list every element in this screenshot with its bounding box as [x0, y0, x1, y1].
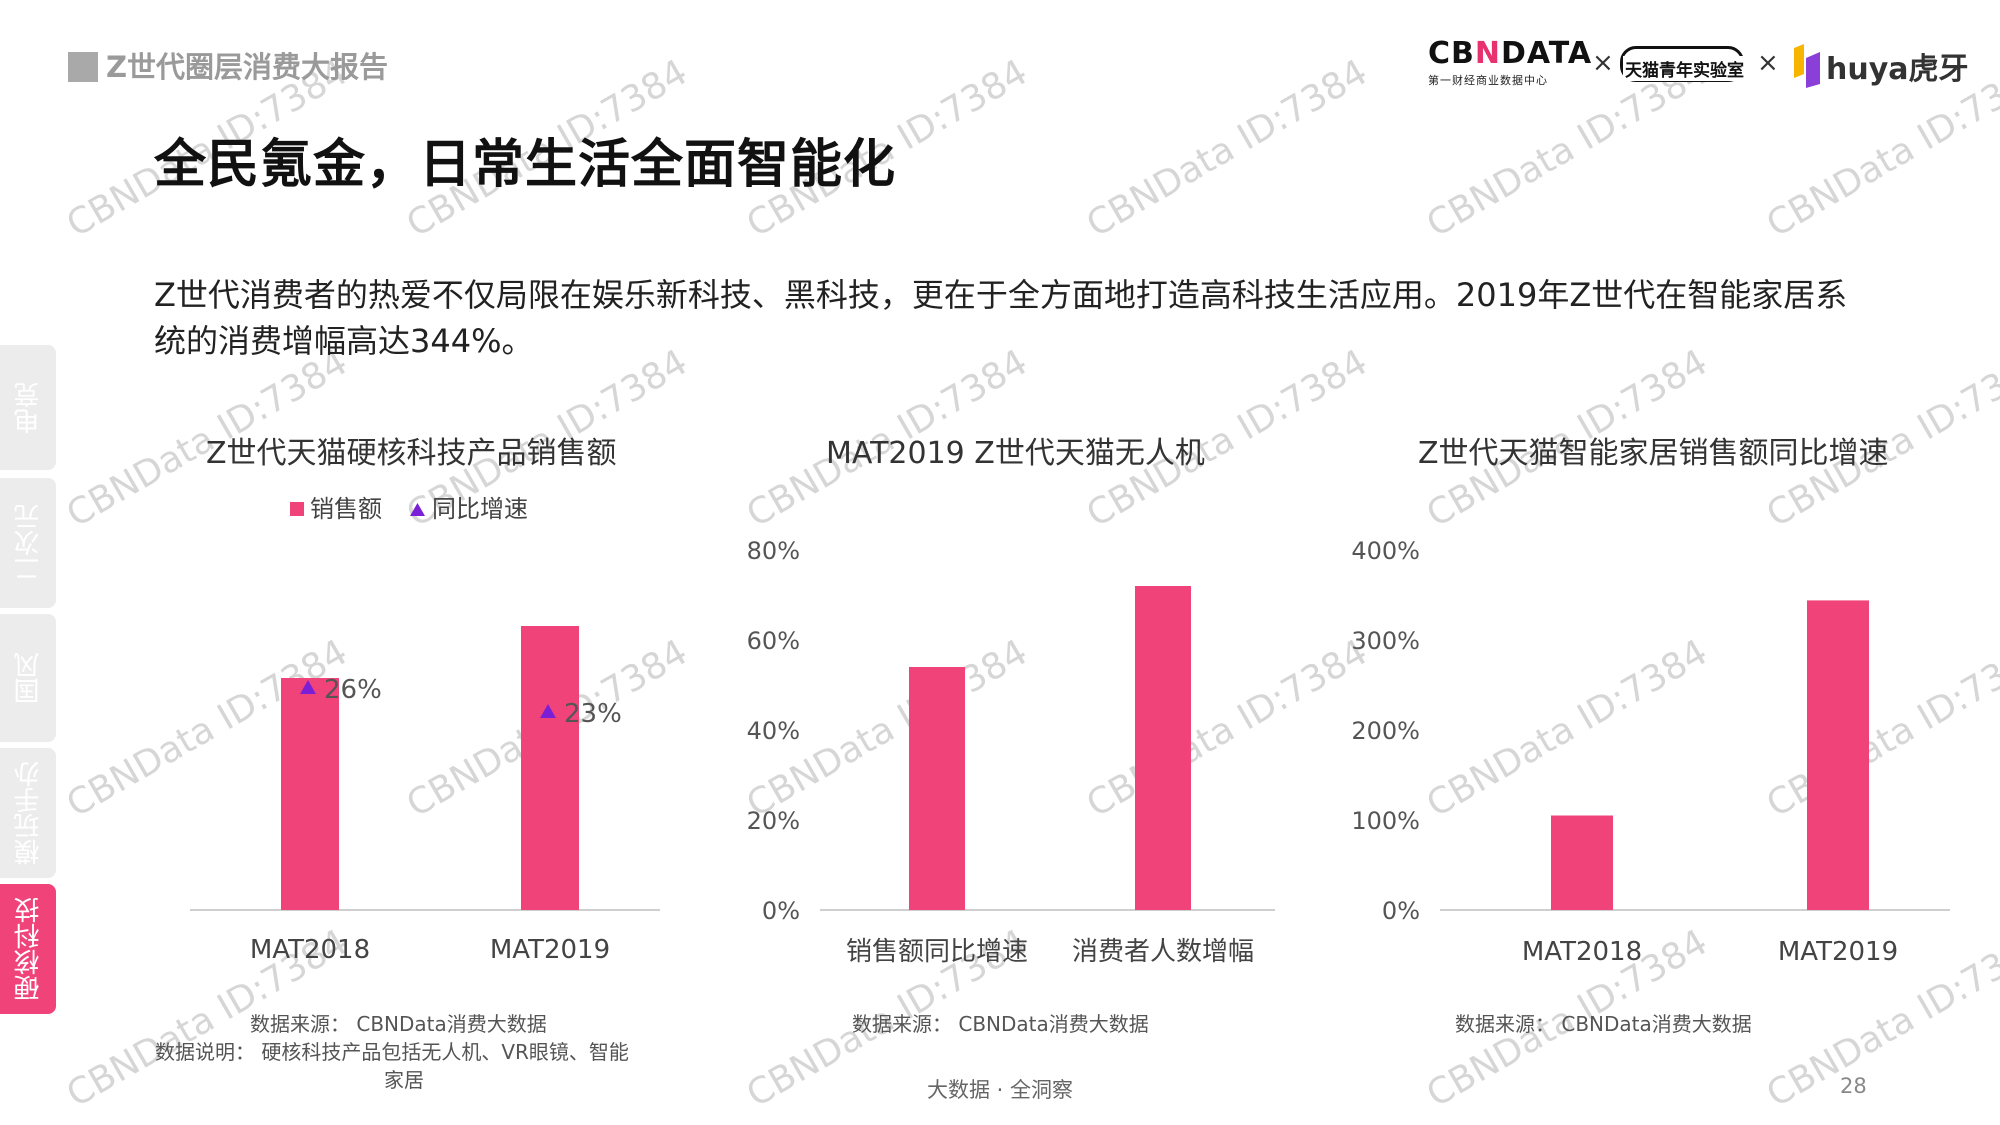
cbndata-logo-text: CBNDATA	[1428, 36, 1593, 71]
footer-tagline: 大数据 · 全洞察	[926, 1078, 1074, 1102]
chart3-title: Z世代天猫智能家居销售额同比增速	[1418, 436, 1889, 471]
huya-logo-text: huya虎牙	[1826, 52, 1969, 87]
side-tab-guofeng[interactable]: 国风	[0, 614, 56, 742]
chart2-y-tick-label: 60%	[747, 627, 800, 655]
huya-mark-icon	[1794, 44, 1820, 88]
chart2-bar	[909, 667, 965, 910]
chart2-y-tick-label: 40%	[747, 717, 800, 745]
watermark-text: CBNData ID:7384	[1080, 51, 1375, 246]
side-tab-hardcore-tech[interactable]: 硬核科技	[0, 884, 56, 1014]
cbndata-logo: CBNDATA 第一财经商业数据中心	[1428, 36, 1593, 88]
chart3-svg: 0% 100% 200% 300% 400% MAT2018 MAT2019	[1351, 537, 1950, 967]
tmall-lab-logo: 天猫青年实验室	[1620, 38, 1746, 90]
huya-logo: huya虎牙	[1792, 44, 1969, 92]
page-number: 28	[1840, 1074, 1867, 1098]
chart3-x-tick-label: MAT2018	[1522, 937, 1642, 967]
report-title: Z世代圈层消费大报告	[106, 50, 389, 84]
chart1-bar	[521, 626, 579, 910]
chart1-legend-swatch-sales	[290, 502, 304, 516]
chart2-source: 数据来源： CBNData消费大数据	[852, 1012, 1149, 1036]
chart2-svg: 0% 20% 40% 60% 80% 销售额同比增速 消费者人数增幅	[747, 537, 1275, 967]
chart1-growth-label: 23%	[564, 699, 622, 729]
cbndata-logo-subtitle: 第一财经商业数据中心	[1428, 74, 1548, 87]
description-text: Z世代消费者的热爱不仅局限在娱乐新科技、黑科技，更在于全方面地打造高科技生活应用…	[154, 276, 1848, 360]
chart2-x-tick-label: 消费者人数增幅	[1072, 937, 1254, 967]
chart3-y-tick-label: 300%	[1351, 627, 1420, 655]
chart1-growth-label: 26%	[324, 675, 382, 705]
chart2-y-tick-label: 20%	[747, 807, 800, 835]
chart2-x-tick-label: 销售额同比增速	[846, 937, 1028, 967]
chart3-x-tick-label: MAT2019	[1778, 937, 1898, 967]
chart3-y-tick-label: 400%	[1351, 537, 1420, 565]
chart1-legend-label-growth: 同比增速	[432, 495, 528, 523]
chart1-growth-marker	[300, 680, 316, 694]
side-tab-esports[interactable]: 电竞	[0, 345, 56, 470]
report-badge	[68, 52, 98, 82]
chart3-y-tick-label: 100%	[1351, 807, 1420, 835]
page-title: 全民氪金，日常生活全面智能化	[154, 135, 897, 195]
chart1-title: Z世代天猫硬核科技产品销售额	[206, 436, 617, 471]
times-icon: ×	[1757, 48, 1779, 78]
chart3-bar	[1807, 600, 1869, 910]
chart3-y-tick-label: 0%	[1382, 897, 1420, 925]
chart1-legend-marker-growth	[410, 503, 425, 516]
chart1-x-tick-label: MAT2018	[250, 935, 370, 965]
chart3-source: 数据来源： CBNData消费大数据	[1455, 1012, 1752, 1036]
chart3-bar	[1551, 815, 1613, 910]
chart1-x-tick-label: MAT2019	[490, 935, 610, 965]
chart3-y-tick-label: 200%	[1351, 717, 1420, 745]
side-tab-acg[interactable]: 二次元	[0, 478, 56, 608]
chart1-svg: 销售额 同比增速 26% 23% MAT2018 MAT2019	[190, 495, 660, 965]
chart1-source: 数据来源： CBNData消费大数据	[250, 1012, 547, 1036]
times-icon: ×	[1592, 48, 1614, 78]
chart1-note-cont: 家居	[384, 1068, 424, 1092]
chart2-title: MAT2019 Z世代天猫无人机	[826, 436, 1205, 471]
tmall-lab-logo-text: 天猫青年实验室	[1623, 56, 1746, 81]
chart1-legend-label-sales: 销售额	[310, 495, 382, 523]
chart2-y-tick-label: 80%	[747, 537, 800, 565]
chart2-bar	[1135, 586, 1191, 910]
side-tab-figures[interactable]: 模玩手办	[0, 748, 56, 878]
chart1-bar	[281, 678, 339, 910]
chart2-y-tick-label: 0%	[762, 897, 800, 925]
chart1-growth-marker	[540, 704, 556, 718]
chart1-note: 数据说明： 硬核科技产品包括无人机、VR眼镜、智能	[155, 1040, 629, 1064]
